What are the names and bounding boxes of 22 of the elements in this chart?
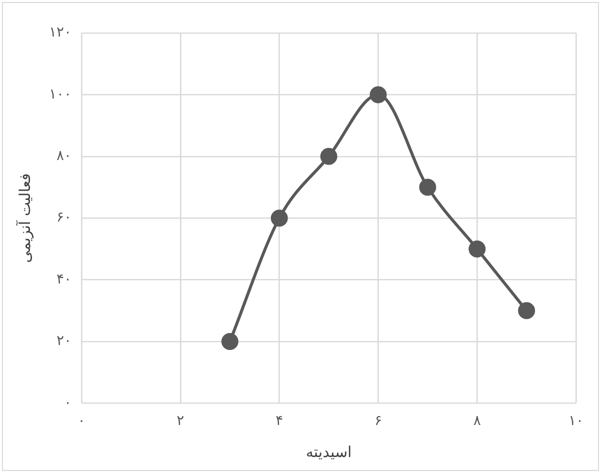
y-tick-label: ۸۰ [56, 148, 72, 164]
x-tick-label: ۲ [176, 413, 184, 430]
point [320, 148, 338, 165]
y-tick-label: ۱۰۰ [48, 86, 72, 102]
x-axis-title: اسیدیته [306, 442, 352, 461]
point [518, 302, 536, 320]
x-tick-label: ۱۰ [568, 413, 584, 430]
point [221, 333, 238, 350]
y-tick-label: ۰ [64, 394, 72, 411]
point [419, 178, 436, 196]
point [370, 86, 387, 104]
y-tick-label: ۴۰ [56, 271, 72, 288]
y-tick-label: ۶۰ [56, 210, 72, 226]
x-tick-label: ۰ [78, 413, 86, 430]
x-tick-label: ۴ [276, 413, 284, 430]
x-tick-label: ۶ [374, 413, 382, 430]
y-tick-label: ۱۲۰ [48, 24, 72, 41]
y-tick-label: ۲۰ [56, 333, 72, 350]
point [270, 210, 288, 227]
x-tick-label: ۸ [473, 413, 482, 430]
point [468, 240, 486, 258]
y-axis-title: فعالیت آنزیمی [14, 173, 34, 263]
